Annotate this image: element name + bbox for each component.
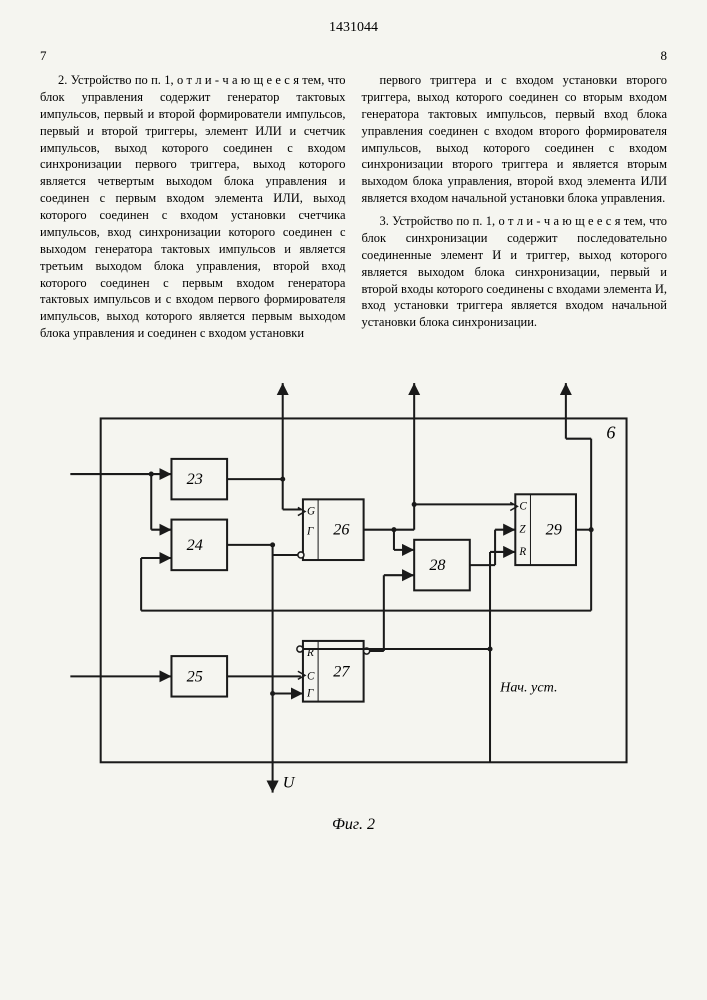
- outer-box: [101, 418, 627, 762]
- node-23out: [280, 477, 285, 482]
- block-27-label: 27: [333, 663, 350, 680]
- page-num-left: 7: [40, 48, 47, 64]
- col2-para2: 3. Устройство по п. 1, о т л и - ч а ю щ…: [362, 213, 668, 331]
- node-26out: [391, 527, 396, 532]
- U-label: U: [283, 775, 296, 792]
- block-25-label: 25: [187, 668, 203, 685]
- block-29-label: 29: [546, 522, 562, 539]
- diagram-svg: 6 23 24 25 G Г 26 R C: [40, 378, 667, 803]
- column-left: 2. Устройство по п. 1, о т л и - ч а ю щ…: [40, 72, 346, 348]
- header-row: 7 8: [40, 48, 667, 64]
- block-28-label: 28: [429, 557, 445, 574]
- pin-29-C: C: [519, 500, 527, 512]
- pin-29-Z: Z: [519, 524, 526, 536]
- node-nachust: [487, 646, 492, 651]
- block-26-label: 26: [333, 522, 349, 539]
- col1-para1: 2. Устройство по п. 1, о т л и - ч а ю щ…: [40, 72, 346, 342]
- circuit-diagram: 6 23 24 25 G Г 26 R C: [40, 378, 667, 834]
- box6-label: 6: [606, 423, 615, 443]
- node-29c: [412, 502, 417, 507]
- pin-26-G: G: [307, 506, 315, 518]
- pin-27-C: C: [307, 670, 315, 682]
- page-num-right: 8: [661, 48, 668, 64]
- patent-number: 1431044: [40, 20, 667, 36]
- pin-26-T: Г: [306, 526, 314, 538]
- inv-26-bottom: [298, 552, 304, 558]
- node-24out: [270, 542, 275, 547]
- block-23-label: 23: [187, 471, 203, 488]
- nach-ust-label: Нач. уст.: [499, 679, 557, 695]
- node-U: [270, 691, 275, 696]
- text-columns: 2. Устройство по п. 1, о т л и - ч а ю щ…: [40, 72, 667, 348]
- page-container: 1431044 7 8 2. Устройство по п. 1, о т л…: [0, 0, 707, 1000]
- node-1: [149, 472, 154, 477]
- col2-para1: первого триггера и с входом установки вт…: [362, 72, 668, 207]
- inv-27-R: [297, 646, 303, 652]
- figure-caption: Фиг. 2: [40, 816, 667, 834]
- block-24-label: 24: [187, 537, 203, 554]
- node-29out: [589, 527, 594, 532]
- pin-27-T: Г: [306, 688, 314, 700]
- pin-29-R: R: [518, 546, 526, 558]
- column-right: первого триггера и с входом установки вт…: [362, 72, 668, 348]
